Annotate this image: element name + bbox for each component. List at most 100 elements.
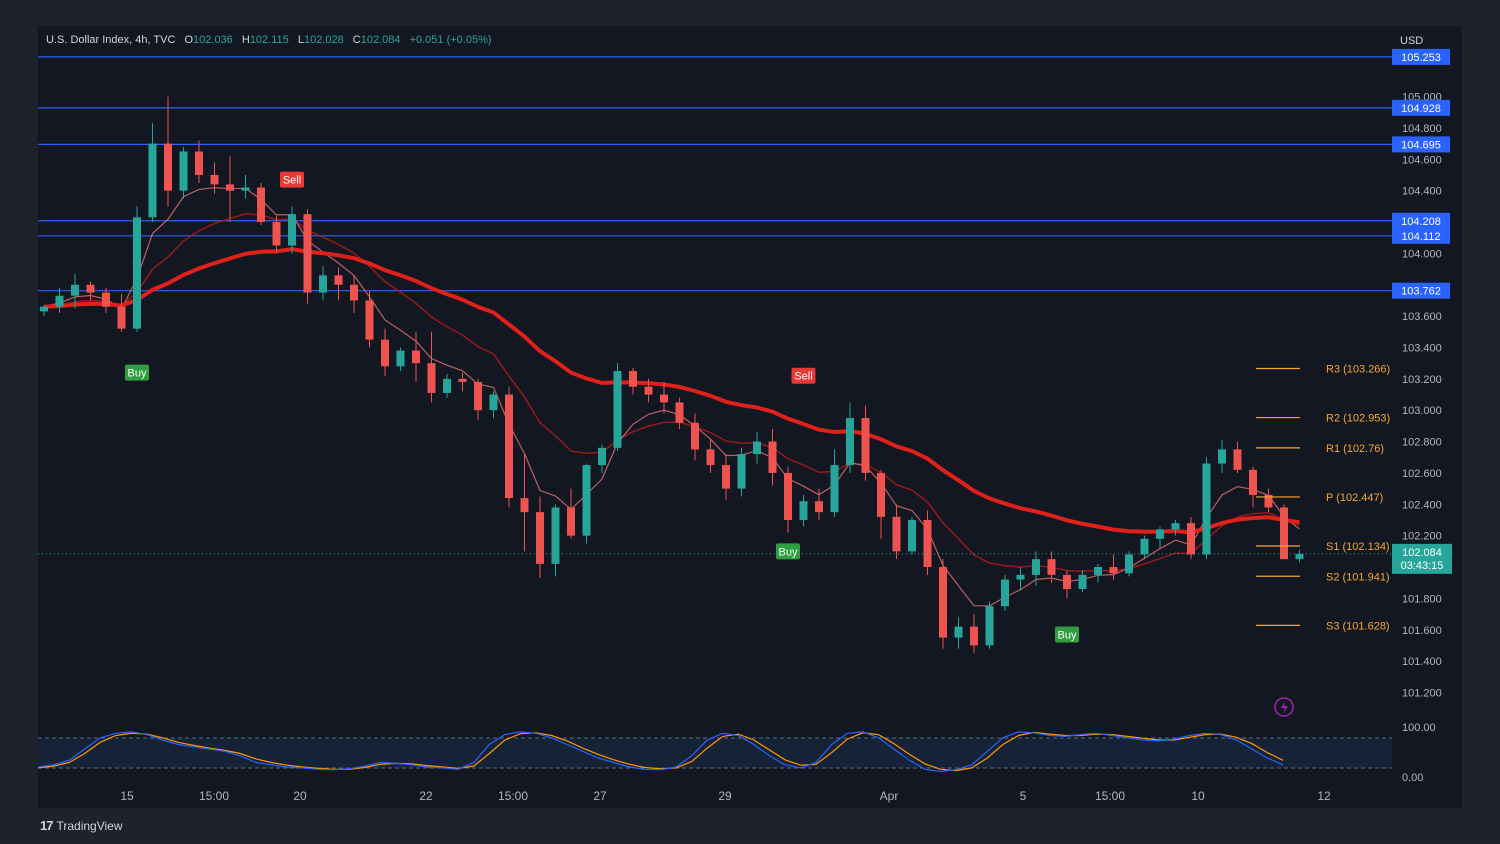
y-tick-label: 103.600 <box>1402 311 1442 323</box>
candle <box>1187 516 1195 560</box>
x-tick-label: 15:00 <box>199 789 229 803</box>
sell-signal-tag: Sell <box>280 171 304 188</box>
y-tick-label: 103.200 <box>1402 374 1442 386</box>
buy-signal-tag: Buy <box>1055 626 1079 643</box>
y-tick-label: 101.800 <box>1402 593 1442 605</box>
candle-body <box>443 378 451 393</box>
candle <box>706 438 715 473</box>
candle-body <box>489 394 498 411</box>
candle-body <box>675 402 684 423</box>
candle-body <box>505 394 513 499</box>
candle <box>458 372 467 392</box>
candle-body <box>350 284 358 301</box>
candle-body <box>272 222 281 246</box>
candle-body <box>1032 559 1040 575</box>
price-chart[interactable]: R3 (103.266) R2 (102.953) R1 (102.76) P (10… <box>38 26 1462 808</box>
candle-body <box>939 567 947 638</box>
candle <box>257 182 265 226</box>
candle-body <box>970 626 978 646</box>
candle-body <box>412 350 420 364</box>
ema-fast-line <box>43 187 1300 607</box>
tradingview-logo[interactable]: 17 TradingView <box>40 818 123 833</box>
candle <box>396 347 405 371</box>
candle-body <box>117 306 126 329</box>
candle <box>40 305 48 317</box>
price-tag-box <box>1392 227 1450 244</box>
candle-body <box>474 381 482 411</box>
candle-body <box>1218 449 1226 464</box>
candle <box>365 291 374 348</box>
candle-body <box>768 441 777 473</box>
candle-body <box>1094 567 1102 575</box>
candle <box>102 287 110 313</box>
candle-body <box>567 507 575 536</box>
candle <box>1264 488 1273 513</box>
candle-body <box>1187 523 1195 555</box>
x-tick-label: 15:00 <box>498 789 528 803</box>
candle <box>210 162 219 194</box>
price-tag-box <box>1392 136 1450 153</box>
x-tick-label: 12 <box>1317 789 1331 803</box>
signal-box <box>776 543 800 560</box>
candle-body <box>784 472 792 520</box>
candle-body <box>303 214 312 293</box>
brand-label: TradingView <box>56 818 123 833</box>
candle <box>1233 441 1242 473</box>
candle <box>722 454 730 500</box>
key-level-price-tag: 103.762 <box>1392 282 1450 299</box>
candle <box>861 405 870 481</box>
chart-panel[interactable]: R3 (103.266) R2 (102.953) R1 (102.76) P (10… <box>38 26 1462 808</box>
x-tick-label: 15 <box>120 789 134 803</box>
ema-mid-line <box>43 213 1300 572</box>
candle-body <box>1233 449 1242 470</box>
candle-body <box>861 418 870 473</box>
candle <box>954 617 963 649</box>
candle <box>1171 519 1180 536</box>
candle <box>582 463 591 544</box>
candle-body <box>1001 579 1009 607</box>
close-value: 102.084 <box>360 34 401 46</box>
candle-body <box>877 472 885 517</box>
candle <box>1280 504 1288 560</box>
candle <box>350 275 358 313</box>
last-price-box <box>1392 543 1452 574</box>
candle <box>768 429 777 486</box>
price-tag-label: 103.762 <box>1401 286 1441 298</box>
y-tick-label: 104.600 <box>1402 154 1442 166</box>
change-value: +0.051 (+0.05%) <box>409 34 492 46</box>
candle-body <box>334 275 343 285</box>
candle <box>970 614 978 654</box>
bar-countdown: 03:43:15 <box>1401 560 1444 572</box>
candle-body <box>1016 574 1025 580</box>
candle-body <box>210 174 219 185</box>
signal-box <box>280 171 304 188</box>
candle-body <box>1280 507 1288 560</box>
candle <box>1047 551 1056 583</box>
candle-body <box>195 151 203 175</box>
candle <box>303 209 312 304</box>
candle-body <box>1109 567 1118 574</box>
ema-slow-line <box>43 246 1300 535</box>
candle <box>799 494 808 527</box>
candle-body <box>613 371 622 448</box>
candle <box>877 469 885 539</box>
candle <box>1001 574 1009 611</box>
candle <box>319 265 327 301</box>
candle-body <box>226 184 234 191</box>
candle-body <box>102 292 110 307</box>
price-tag-box <box>1392 99 1450 116</box>
candle-body <box>1249 469 1257 495</box>
open-value: 102.036 <box>193 34 233 46</box>
y-tick-label: 102.600 <box>1402 468 1442 480</box>
candle <box>613 363 622 451</box>
candle-body <box>1202 463 1211 555</box>
pivot-label: S1 (102.134) <box>1326 541 1390 553</box>
symbol-legend: U.S. Dollar Index, 4h, TVC O102.036 H102… <box>46 34 492 46</box>
candle-body <box>179 151 188 191</box>
candle <box>1078 570 1087 593</box>
pivot-label: S2 (101.941) <box>1326 571 1390 583</box>
candle-body <box>660 394 668 403</box>
candle-body <box>706 449 715 466</box>
candle <box>334 267 343 301</box>
